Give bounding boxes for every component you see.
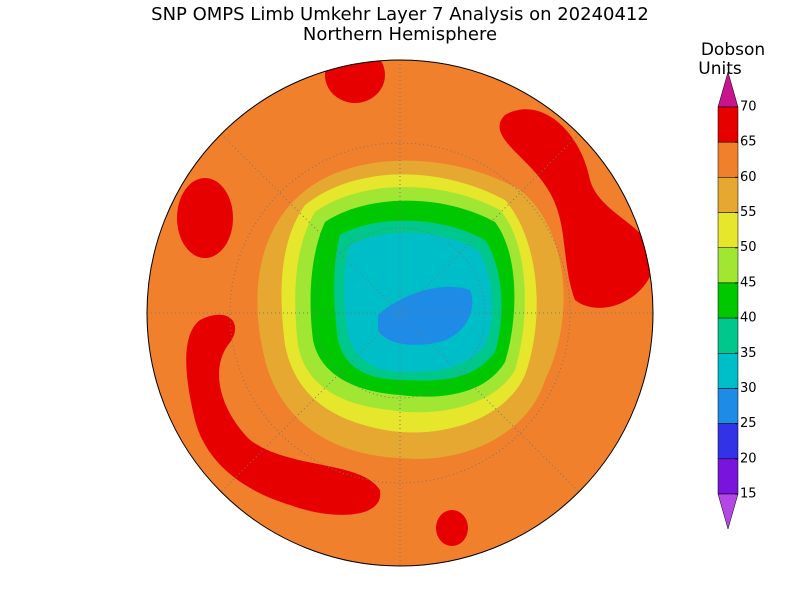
colorbar-tick-label: 55: [740, 205, 757, 220]
colorbar-tick-label: 65: [740, 135, 757, 150]
colorbar-tick-label: 30: [740, 381, 757, 396]
grid-circle: [229, 142, 571, 484]
colorbar-tick-label: 20: [740, 451, 757, 466]
colorbar-band: [717, 423, 739, 460]
colorbar-tick-label: 60: [740, 170, 757, 185]
colorbar-label: Dobson: [701, 40, 765, 60]
grid-circle: [314, 227, 486, 399]
colorbar-tick-label: 50: [740, 240, 757, 255]
field: [436, 510, 468, 546]
map-border: [146, 59, 654, 567]
colorbar-tick-label: 70: [740, 100, 757, 115]
colorbar-band: [717, 388, 739, 424]
colorbar-tick-label: 15: [740, 487, 757, 502]
colorbar-tick-label: 45: [740, 275, 757, 290]
field: [186, 314, 381, 515]
field: [325, 60, 385, 103]
colorbar-tick-label: 35: [740, 346, 757, 361]
subtitle: Northern Hemisphere: [303, 24, 497, 45]
colorbar-tick-label: 25: [740, 416, 757, 431]
colorbar-band: [717, 141, 739, 178]
colorbar-tick-label: 40: [740, 311, 757, 326]
colorbar-band: [717, 212, 739, 248]
field: [499, 109, 653, 308]
colorbar-band: [717, 282, 739, 319]
colorbar-label: Units: [698, 59, 742, 79]
title: SNP OMPS Limb Umkehr Layer 7 Analysis on…: [151, 4, 649, 25]
colorbar-band: [717, 458, 739, 495]
colorbar-band: [717, 247, 739, 284]
map: [147, 60, 653, 566]
colorbar-band: [717, 317, 739, 354]
colorbar-under: [717, 493, 739, 530]
field: [177, 178, 233, 258]
colorbar-band: [717, 177, 739, 213]
colorbar-band: [717, 353, 739, 389]
colorbar-band: [717, 106, 739, 143]
grid-meridians: [147, 60, 653, 566]
field: [378, 286, 473, 345]
colorbar: 70 65 60 55 50 45 40 35 30 25 20 15: [717, 71, 757, 530]
